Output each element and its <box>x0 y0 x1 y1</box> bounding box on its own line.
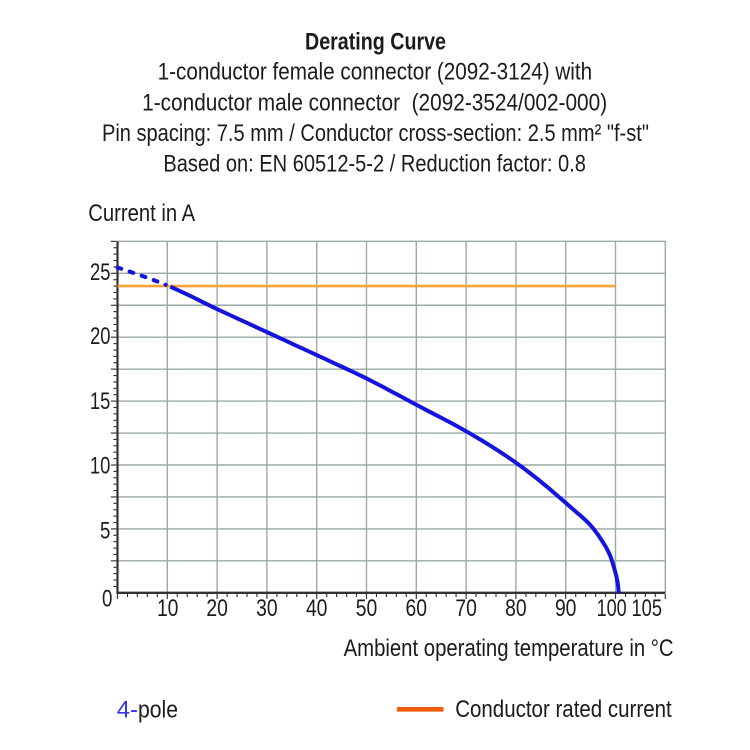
svg-text:Ambient operating temperature: Ambient operating temperature in °C <box>344 635 674 662</box>
svg-text:Based on: EN 60512-5-2 / Reduc: Based on: EN 60512-5-2 / Reduction facto… <box>163 151 586 178</box>
svg-text:20: 20 <box>206 595 228 622</box>
svg-text:60: 60 <box>406 595 428 622</box>
svg-text:pole: pole <box>138 697 178 724</box>
svg-text:30: 30 <box>256 595 278 622</box>
svg-text:Conductor rated current: Conductor rated current <box>455 696 672 723</box>
svg-text:90: 90 <box>555 595 577 622</box>
svg-text:0: 0 <box>102 585 112 612</box>
svg-text:105: 105 <box>632 595 663 622</box>
svg-text:Pin spacing: 7.5 mm / Conducto: Pin spacing: 7.5 mm / Conductor cross-se… <box>102 120 649 147</box>
svg-text:Derating Curve: Derating Curve <box>305 29 446 56</box>
svg-text:Current in A: Current in A <box>88 200 195 227</box>
svg-text:1-conductor female connector (: 1-conductor female connector (2092-3124)… <box>158 58 593 85</box>
svg-text:70: 70 <box>455 595 477 622</box>
svg-text:50: 50 <box>356 595 378 622</box>
svg-text:15: 15 <box>90 388 110 415</box>
svg-text:1-conductor male connector (2: 1-conductor male connector (2092-3524/00… <box>142 90 607 117</box>
svg-text:10: 10 <box>157 595 179 622</box>
svg-text:40: 40 <box>306 595 328 622</box>
svg-text:80: 80 <box>505 595 527 622</box>
svg-text:25: 25 <box>90 259 110 286</box>
svg-text:4-: 4- <box>117 697 138 724</box>
svg-text:20: 20 <box>90 323 110 350</box>
svg-text:100: 100 <box>597 595 627 622</box>
svg-text:10: 10 <box>90 453 110 480</box>
svg-text:5: 5 <box>100 518 110 545</box>
